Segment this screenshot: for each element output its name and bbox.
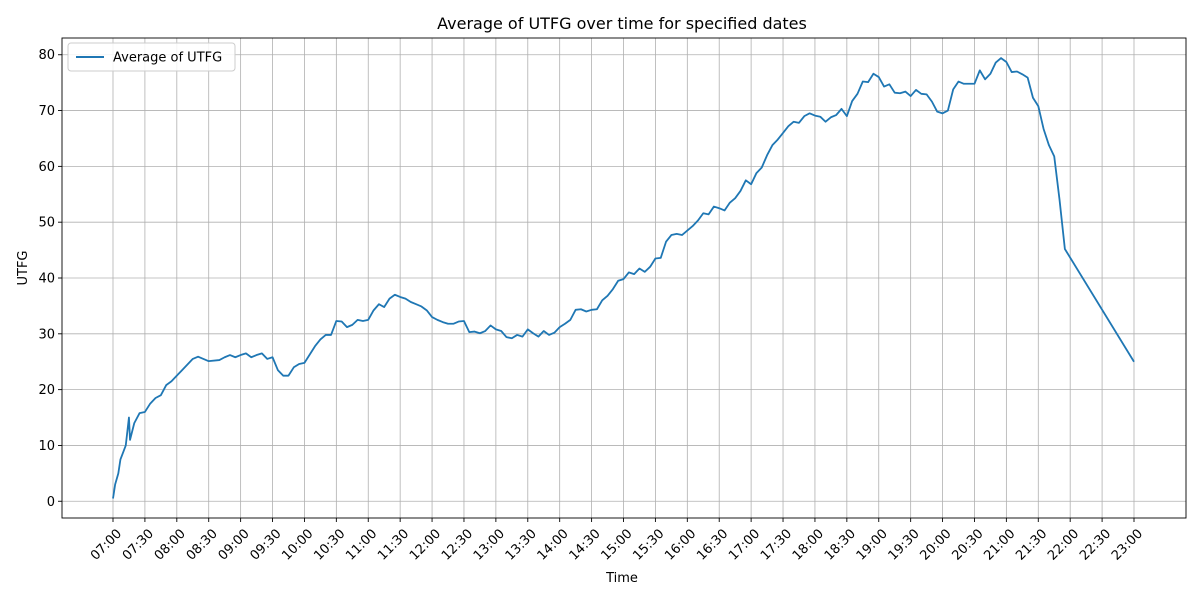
x-tick-label: 07:30 (120, 526, 157, 563)
x-tick-label: 09:30 (247, 526, 284, 563)
x-tick-label: 18:00 (790, 526, 827, 563)
x-tick-label: 14:00 (535, 526, 572, 563)
y-tick-label: 80 (38, 48, 55, 63)
x-tick-label: 14:30 (567, 526, 604, 563)
y-axis-label: UTFG (16, 250, 31, 285)
x-tick-label: 19:30 (886, 526, 923, 563)
legend-label: Average of UTFG (113, 51, 222, 66)
x-tick-label: 08:30 (184, 526, 221, 563)
y-tick-label: 50 (38, 216, 55, 231)
x-tick-label: 21:30 (1013, 526, 1050, 563)
x-tick-label: 10:30 (311, 526, 348, 563)
x-tick-label: 20:30 (949, 526, 986, 563)
y-tick-label: 60 (38, 160, 55, 175)
x-tick-label: 20:00 (918, 526, 955, 563)
x-axis: 07:0007:3008:0008:3009:0009:3010:0010:30… (88, 518, 1146, 564)
x-tick-label: 10:00 (279, 526, 316, 563)
x-tick-label: 23:00 (1109, 526, 1146, 563)
y-axis: 0 10 20 30 40 50 60 70 80 (38, 48, 62, 510)
x-tick-label: 17:00 (726, 526, 763, 563)
x-tick-label: 15:30 (630, 526, 667, 563)
series-line-average-of-utfg (112, 57, 1135, 499)
x-tick-label: 08:00 (152, 526, 189, 563)
y-tick-label: 30 (38, 327, 55, 342)
x-tick-label: 19:00 (854, 526, 891, 563)
y-tick-label: 40 (38, 272, 55, 287)
x-tick-label: 16:00 (662, 526, 699, 563)
x-tick-label: 13:30 (503, 526, 540, 563)
x-tick-label: 13:00 (471, 526, 508, 563)
x-tick-label: 11:30 (375, 526, 412, 563)
x-tick-label: 17:30 (758, 526, 795, 563)
series-layer (112, 57, 1135, 499)
x-tick-label: 11:00 (343, 526, 380, 563)
x-tick-label: 21:00 (981, 526, 1018, 563)
chart-title: Average of UTFG over time for specified … (437, 14, 807, 33)
x-tick-label: 09:00 (216, 526, 253, 563)
y-tick-label: 70 (38, 104, 55, 119)
y-tick-label: 10 (38, 439, 55, 454)
x-tick-label: 22:30 (1077, 526, 1114, 563)
x-tick-label: 07:00 (88, 526, 125, 563)
x-tick-label: 16:30 (694, 526, 731, 563)
x-axis-label: Time (605, 571, 638, 586)
x-tick-label: 12:00 (407, 526, 444, 563)
x-tick-label: 15:00 (598, 526, 635, 563)
legend: Average of UTFG (67, 42, 236, 72)
grid-lines (62, 38, 1186, 518)
x-tick-label: 12:30 (439, 526, 476, 563)
x-tick-label: 18:30 (822, 526, 859, 563)
y-tick-label: 0 (47, 495, 55, 510)
y-tick-label: 20 (38, 383, 55, 398)
x-tick-label: 22:00 (1045, 526, 1082, 563)
legend-box (67, 42, 236, 72)
